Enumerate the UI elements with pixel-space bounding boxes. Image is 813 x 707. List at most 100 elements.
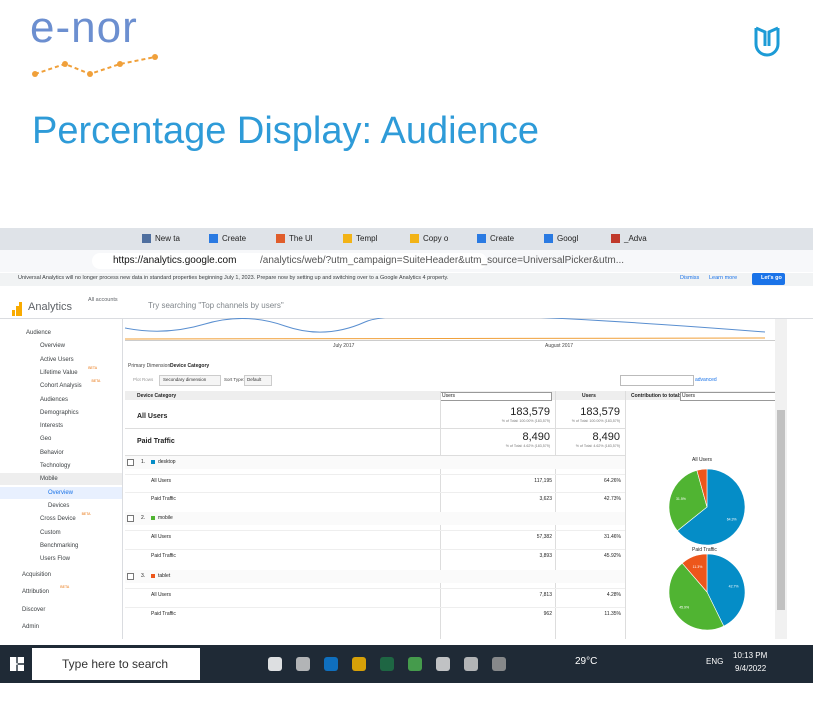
row-border — [125, 474, 625, 475]
pie-slice — [696, 468, 708, 508]
table-search — [620, 375, 694, 386]
pie-chart: 42.7% 45.9% 11.3% — [668, 553, 746, 631]
sidebar-active-bg — [0, 486, 122, 499]
row-border — [125, 588, 625, 589]
banner-cta-text[interactable]: Let's go — [761, 275, 782, 281]
pie-slice — [668, 562, 725, 631]
sidebar-item[interactable]: Users Flow — [40, 556, 71, 563]
tab-title[interactable]: Googl — [557, 234, 579, 243]
sidebar-item[interactable]: Attribution — [22, 589, 50, 595]
ga-accounts[interactable]: All accounts — [88, 297, 118, 303]
ga-product: Analytics — [28, 301, 73, 313]
taskbar-icon — [380, 657, 394, 671]
secondary-dim[interactable]: Secondary dimension — [163, 377, 207, 382]
sidebar-item[interactable]: Overview — [40, 343, 66, 350]
tab-icon — [544, 234, 553, 243]
sidebar-item[interactable]: Active Users — [40, 356, 74, 363]
tab-title[interactable]: New ta — [155, 234, 180, 243]
banner-bg — [0, 273, 813, 286]
contribution-label: Contribution to total: — [631, 393, 681, 399]
ga-search[interactable]: Try searching "Top channels by users" — [148, 301, 284, 310]
group-name: tablet — [158, 573, 171, 579]
segment-label: All Users — [151, 534, 172, 540]
col-header[interactable]: Users — [442, 393, 456, 399]
row-border — [125, 428, 625, 429]
sidebar-item[interactable]: Discover — [22, 607, 46, 613]
col-divider — [625, 391, 626, 639]
tab-title[interactable]: Templ — [356, 234, 378, 243]
group-color — [151, 460, 155, 464]
banner-text: Universal Analytics will no longer proce… — [18, 275, 449, 281]
taskbar-icon — [408, 657, 422, 671]
users-value: 3,893 — [539, 553, 552, 559]
sidebar-item[interactable]: Geo — [40, 436, 52, 443]
taskbar-icon — [464, 657, 478, 671]
contribution-metric[interactable]: Users — [682, 393, 696, 399]
primary-value: Device Category — [170, 363, 210, 369]
sort-value[interactable]: Default — [247, 377, 262, 382]
users-value: 117,195 — [534, 478, 552, 484]
sidebar-item[interactable]: Audiences — [40, 396, 69, 403]
tab-title[interactable]: The Ul — [289, 234, 313, 243]
total-note: % of Total: 100.00% (183,579) — [571, 419, 620, 423]
banner-learn[interactable]: Learn more — [709, 275, 738, 281]
tab-icon — [343, 234, 352, 243]
row-checkbox — [127, 459, 134, 466]
sort-label: Sort Type: — [224, 377, 245, 382]
taskbar-search-text[interactable]: Type here to search — [62, 657, 169, 671]
timeline-axis — [125, 340, 775, 341]
tab-title[interactable]: Create — [490, 234, 515, 243]
group-row-bg — [125, 512, 625, 525]
url-path: /analytics/web/?utm_campaign=SuiteHeader… — [260, 255, 625, 266]
sidebar-item[interactable]: Cross Device — [40, 516, 76, 523]
tab-title[interactable]: Copy o — [423, 234, 449, 243]
tab-title[interactable]: _Adva — [624, 234, 647, 243]
pie-slice — [676, 468, 746, 546]
taskbar-icon — [436, 657, 450, 671]
sidebar-item[interactable]: Audience — [26, 330, 52, 336]
banner-dismiss[interactable]: Dismiss — [680, 275, 700, 281]
col-header: Users — [582, 393, 596, 399]
sidebar-item[interactable]: Mobile — [40, 476, 58, 483]
total-label: Paid Traffic — [137, 438, 175, 445]
pie-title: All Users — [692, 457, 713, 463]
sidebar-item[interactable]: Demographics — [40, 409, 79, 416]
group-row-bg — [125, 456, 625, 469]
timeline-label: August 2017 — [545, 343, 574, 349]
sidebar-item[interactable]: Cohort Analysis — [40, 383, 82, 390]
ga-logo-bar — [15, 306, 19, 316]
pie-label: 31.5% — [676, 497, 686, 501]
segment-label: Paid Traffic — [151, 496, 176, 502]
group-index: 1. — [141, 459, 146, 465]
sidebar-item[interactable]: Admin — [22, 624, 40, 630]
beta-badge: BETA — [88, 365, 98, 370]
row-border — [125, 530, 625, 531]
sidebar-item[interactable]: Acquisition — [22, 572, 52, 578]
sidebar-item[interactable]: Custom — [40, 529, 61, 536]
total-note: % of Total: 4.62% (183,579) — [575, 444, 620, 448]
plot-rows: Plot Rows — [133, 377, 154, 382]
pie-slice — [681, 553, 708, 593]
percent-value: 45.92% — [604, 553, 621, 559]
group-name: desktop — [158, 459, 176, 465]
address-bar — [92, 253, 487, 269]
tab-title[interactable]: Create — [222, 234, 247, 243]
sidebar-item[interactable]: Benchmarking — [40, 542, 79, 549]
ga-header-line — [0, 318, 813, 319]
clock-time: 10:13 PM — [733, 651, 768, 660]
sidebar-open-bg — [0, 473, 122, 486]
pie-label: 45.9% — [679, 606, 689, 610]
percent-value: 31.46% — [604, 534, 621, 540]
advanced-link[interactable]: advanced — [695, 377, 717, 383]
sidebar-item[interactable]: Devices — [48, 502, 70, 509]
segment-label: All Users — [151, 592, 172, 598]
group-index: 2. — [141, 515, 146, 521]
sidebar-item[interactable]: Technology — [40, 463, 71, 469]
sidebar-item[interactable]: Interests — [40, 423, 64, 430]
sidebar-item[interactable]: Overview — [48, 489, 74, 496]
scroll-thumb — [777, 410, 785, 610]
total-value: 183,579 — [580, 406, 620, 418]
sidebar-item[interactable]: Lifetime Value — [40, 369, 78, 376]
sidebar-item[interactable]: Behavior — [40, 449, 64, 456]
weather: 29°C — [575, 656, 598, 667]
